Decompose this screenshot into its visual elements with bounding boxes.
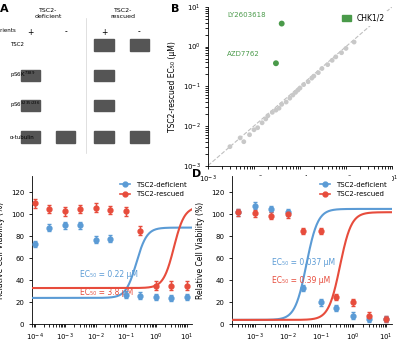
Point <box>227 144 233 149</box>
Text: EC₅₀ = 0.037 μM: EC₅₀ = 0.037 μM <box>272 258 335 267</box>
FancyBboxPatch shape <box>130 131 149 142</box>
Text: EC₅₀ = 0.22 μM: EC₅₀ = 0.22 μM <box>80 270 138 279</box>
Text: LY2603618: LY2603618 <box>227 12 266 18</box>
Text: -: - <box>64 28 67 37</box>
Point <box>295 87 301 93</box>
Text: EC₅₀ = 3.8 μM: EC₅₀ = 3.8 μM <box>80 288 133 297</box>
Point <box>283 99 289 105</box>
FancyBboxPatch shape <box>94 39 114 51</box>
Y-axis label: Relative Cell Viability (%): Relative Cell Viability (%) <box>0 201 5 299</box>
Point <box>262 116 269 122</box>
Y-axis label: TSC2-rescued EC₅₀ (μM): TSC2-rescued EC₅₀ (μM) <box>168 41 177 132</box>
Point <box>351 39 357 45</box>
Point <box>300 82 307 87</box>
FancyBboxPatch shape <box>21 70 40 81</box>
Legend: TSC2-deficient, TSC2-rescued: TSC2-deficient, TSC2-rescued <box>118 179 188 199</box>
Point <box>265 113 271 119</box>
FancyBboxPatch shape <box>130 39 149 51</box>
Point <box>246 132 253 138</box>
Text: +: + <box>27 28 34 37</box>
Point <box>332 54 339 60</box>
Point <box>254 125 261 130</box>
Point <box>237 135 243 141</box>
Point <box>273 107 279 113</box>
Point <box>278 101 285 107</box>
Y-axis label: Relative Cell Viability (%): Relative Cell Viability (%) <box>196 201 205 299</box>
Point <box>308 76 315 81</box>
Text: EC₅₀ = 0.39 μM: EC₅₀ = 0.39 μM <box>272 276 330 285</box>
Text: pS6$^{S235/236}$: pS6$^{S235/236}$ <box>10 100 40 110</box>
Point <box>290 92 296 98</box>
FancyBboxPatch shape <box>94 70 114 81</box>
Text: TSC2: TSC2 <box>10 42 24 48</box>
FancyBboxPatch shape <box>21 131 40 142</box>
Text: TSC2-
rescued: TSC2- rescued <box>111 9 136 19</box>
Text: A: A <box>0 4 9 14</box>
Point <box>311 73 317 79</box>
Point <box>278 21 285 26</box>
Text: AZD7762: AZD7762 <box>227 51 260 57</box>
Point <box>251 127 257 132</box>
Legend: CHK1/2: CHK1/2 <box>339 11 388 26</box>
Legend: TSC2-deficient, TSC2-rescued: TSC2-deficient, TSC2-rescued <box>318 179 388 199</box>
FancyBboxPatch shape <box>56 131 75 142</box>
Text: +: + <box>101 28 107 37</box>
FancyBboxPatch shape <box>94 131 114 142</box>
Text: pS6K$^{T389}$: pS6K$^{T389}$ <box>10 70 35 80</box>
Text: TSC2-
deficient: TSC2- deficient <box>34 9 62 19</box>
Point <box>240 139 247 145</box>
FancyBboxPatch shape <box>94 100 114 111</box>
Point <box>273 60 279 66</box>
Point <box>276 106 282 111</box>
Point <box>269 110 276 115</box>
Point <box>315 70 322 76</box>
Point <box>329 58 335 63</box>
Point <box>305 79 311 85</box>
Text: D: D <box>192 169 201 178</box>
X-axis label: TSC2-deficient EC₅₀ (μM): TSC2-deficient EC₅₀ (μM) <box>253 190 347 199</box>
Text: B: B <box>171 4 180 14</box>
Text: α-tubulin: α-tubulin <box>10 135 34 139</box>
Point <box>259 120 265 126</box>
Text: nutrients: nutrients <box>0 28 16 32</box>
FancyBboxPatch shape <box>21 100 40 111</box>
Point <box>297 85 303 91</box>
Point <box>343 46 349 51</box>
Point <box>338 50 345 56</box>
Point <box>319 66 325 71</box>
Text: -: - <box>138 28 140 37</box>
Point <box>292 90 299 95</box>
Point <box>324 62 331 67</box>
Point <box>286 96 293 101</box>
